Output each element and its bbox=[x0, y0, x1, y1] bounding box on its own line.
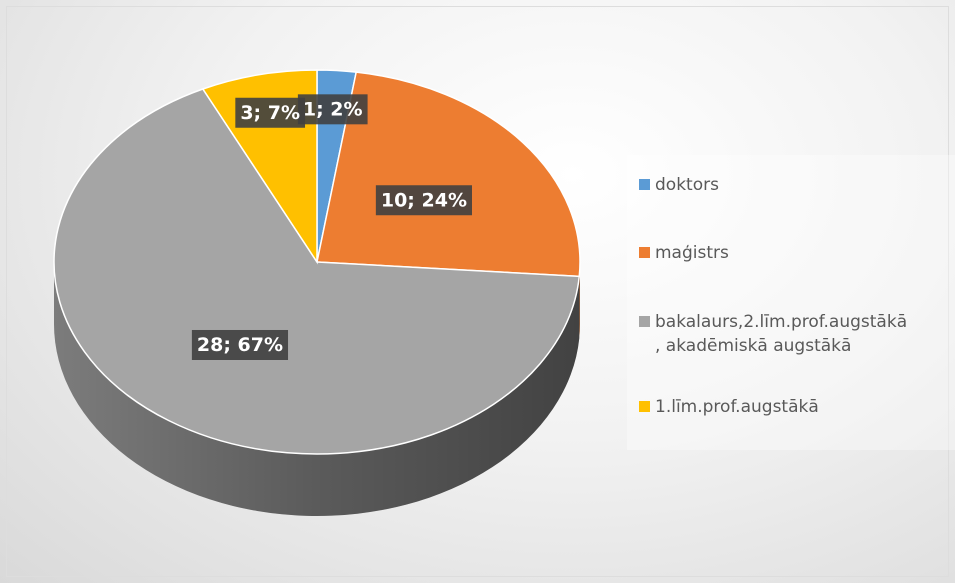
data-label: 1; 2% bbox=[297, 94, 368, 125]
legend-label: maģistrs bbox=[655, 243, 729, 263]
data-label-box bbox=[235, 97, 306, 128]
data-label-text: 10; 24% bbox=[381, 189, 467, 211]
legend-swatch bbox=[639, 401, 650, 412]
legend-label: 1.līm.prof.augstākā bbox=[655, 397, 819, 417]
data-label-box bbox=[375, 185, 472, 216]
data-label-box bbox=[297, 94, 368, 125]
slice-side-shade bbox=[54, 262, 580, 517]
chart-frame bbox=[6, 6, 949, 577]
legend-swatch bbox=[639, 179, 650, 190]
data-label: 28; 67% bbox=[191, 329, 289, 360]
data-label-text: 28; 67% bbox=[197, 334, 283, 356]
data-label-text: 1; 2% bbox=[303, 98, 363, 120]
legend-swatch bbox=[639, 247, 650, 258]
data-label: 3; 7% bbox=[235, 97, 306, 128]
legend: doktors maģistrs bakalaurs,2.līm.prof.augs… bbox=[627, 155, 955, 450]
legend-item: 1.līm.prof.augstākā bbox=[639, 395, 819, 419]
legend-label: bakalaurs,2.līm.prof.augstākā , akadēmis… bbox=[655, 312, 908, 356]
data-label-text: 3; 7% bbox=[240, 102, 300, 124]
slice bbox=[53, 88, 581, 455]
legend-item: bakalaurs,2.līm.prof.augstākā , akadēmis… bbox=[639, 310, 907, 358]
slice bbox=[316, 71, 581, 278]
data-label-box bbox=[191, 329, 289, 360]
legend-swatch bbox=[639, 316, 650, 327]
data-label: 10; 24% bbox=[375, 185, 472, 216]
legend-item: doktors bbox=[639, 173, 719, 197]
legend-label: doktors bbox=[655, 175, 719, 195]
legend-item: maģistrs bbox=[639, 241, 729, 265]
